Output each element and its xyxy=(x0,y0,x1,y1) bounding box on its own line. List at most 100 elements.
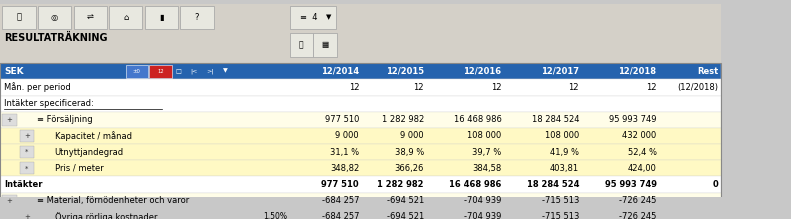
FancyBboxPatch shape xyxy=(290,33,313,57)
Text: 432 000: 432 000 xyxy=(623,131,657,140)
Text: ▼: ▼ xyxy=(223,69,228,74)
Text: -704 939: -704 939 xyxy=(464,196,501,205)
FancyBboxPatch shape xyxy=(20,146,34,158)
FancyBboxPatch shape xyxy=(255,210,296,219)
Text: 108 000: 108 000 xyxy=(545,131,579,140)
Text: 12: 12 xyxy=(157,69,164,74)
FancyBboxPatch shape xyxy=(149,65,172,78)
Text: 0: 0 xyxy=(713,180,718,189)
Text: 12: 12 xyxy=(569,83,579,92)
Text: 384,58: 384,58 xyxy=(472,164,501,173)
Text: Intäkter: Intäkter xyxy=(4,180,43,189)
Text: +: + xyxy=(6,198,13,204)
FancyBboxPatch shape xyxy=(0,128,721,144)
Text: 39,7 %: 39,7 % xyxy=(472,148,501,157)
Text: ?: ? xyxy=(195,13,199,22)
FancyBboxPatch shape xyxy=(0,209,721,219)
Text: +: + xyxy=(6,117,13,123)
Text: >|: >| xyxy=(206,69,214,74)
FancyBboxPatch shape xyxy=(0,4,721,63)
Text: 🎞: 🎞 xyxy=(299,40,304,49)
Text: 12/2015: 12/2015 xyxy=(386,67,424,76)
Text: ⎙: ⎙ xyxy=(17,13,21,22)
Text: 1,50%: 1,50% xyxy=(263,212,287,219)
Text: 348,82: 348,82 xyxy=(330,164,359,173)
FancyBboxPatch shape xyxy=(145,5,178,29)
Text: ≡ Försäljning: ≡ Försäljning xyxy=(37,115,93,124)
Text: -715 513: -715 513 xyxy=(542,196,579,205)
Text: 12: 12 xyxy=(491,83,501,92)
Text: ◎: ◎ xyxy=(51,13,59,22)
Text: ▦: ▦ xyxy=(321,40,329,49)
Text: 12/2014: 12/2014 xyxy=(321,67,359,76)
FancyBboxPatch shape xyxy=(2,5,36,29)
Text: 403,81: 403,81 xyxy=(550,164,579,173)
Text: 52,4 %: 52,4 % xyxy=(627,148,657,157)
Text: 108 000: 108 000 xyxy=(467,131,501,140)
Text: 95 993 749: 95 993 749 xyxy=(604,180,657,189)
FancyBboxPatch shape xyxy=(313,33,337,57)
Text: Intäkter specificerad:: Intäkter specificerad: xyxy=(4,99,93,108)
Text: 1 282 982: 1 282 982 xyxy=(377,180,424,189)
Text: Pris / meter: Pris / meter xyxy=(55,164,104,173)
Text: 31,1 %: 31,1 % xyxy=(330,148,359,157)
FancyBboxPatch shape xyxy=(290,5,336,29)
Text: 424,00: 424,00 xyxy=(627,164,657,173)
Text: 9 000: 9 000 xyxy=(335,131,359,140)
Text: ±0: ±0 xyxy=(133,69,141,74)
Text: ≡ Material, förnödenheter och varor: ≡ Material, förnödenheter och varor xyxy=(37,196,189,205)
FancyBboxPatch shape xyxy=(2,114,17,126)
Text: 38,9 %: 38,9 % xyxy=(395,148,424,157)
FancyBboxPatch shape xyxy=(74,5,107,29)
FancyBboxPatch shape xyxy=(20,211,34,219)
Text: 1 282 982: 1 282 982 xyxy=(382,115,424,124)
Text: (12/2018): (12/2018) xyxy=(677,83,718,92)
Text: *: * xyxy=(25,165,28,171)
Text: 12/2017: 12/2017 xyxy=(541,67,579,76)
FancyBboxPatch shape xyxy=(0,193,721,209)
Text: 12: 12 xyxy=(646,83,657,92)
Text: ⇌: ⇌ xyxy=(87,13,93,22)
Text: Kapacitet / månad: Kapacitet / månad xyxy=(55,131,131,141)
Text: 12/2016: 12/2016 xyxy=(464,67,501,76)
Text: ▼: ▼ xyxy=(327,14,331,20)
Text: -694 521: -694 521 xyxy=(387,196,424,205)
Text: 977 510: 977 510 xyxy=(321,180,359,189)
Text: □: □ xyxy=(175,69,181,74)
Text: -726 245: -726 245 xyxy=(619,196,657,205)
Text: -694 521: -694 521 xyxy=(387,212,424,219)
Text: 18 284 524: 18 284 524 xyxy=(532,115,579,124)
Text: *: * xyxy=(25,149,28,155)
FancyBboxPatch shape xyxy=(20,162,34,174)
Text: +: + xyxy=(24,214,30,219)
FancyBboxPatch shape xyxy=(109,5,142,29)
Text: -715 513: -715 513 xyxy=(542,212,579,219)
Text: +: + xyxy=(24,133,30,139)
Text: |<: |< xyxy=(190,69,198,74)
Text: SEK: SEK xyxy=(4,67,24,76)
Text: ▮: ▮ xyxy=(159,13,164,22)
Text: 16 468 986: 16 468 986 xyxy=(449,180,501,189)
FancyBboxPatch shape xyxy=(0,95,721,112)
Text: Övriga rörliga kostnader: Övriga rörliga kostnader xyxy=(55,212,157,219)
Text: ≡  4: ≡ 4 xyxy=(300,13,317,22)
Text: 41,9 %: 41,9 % xyxy=(550,148,579,157)
Text: -726 245: -726 245 xyxy=(619,212,657,219)
FancyBboxPatch shape xyxy=(0,177,721,193)
FancyBboxPatch shape xyxy=(20,130,34,142)
Text: ⌂: ⌂ xyxy=(123,13,128,22)
Text: 12: 12 xyxy=(349,83,359,92)
FancyBboxPatch shape xyxy=(180,5,214,29)
FancyBboxPatch shape xyxy=(0,112,721,128)
Text: Rest: Rest xyxy=(697,67,718,76)
Text: RESULTATRÄKNING: RESULTATRÄKNING xyxy=(4,33,108,43)
Text: Mån. per period: Mån. per period xyxy=(4,83,70,92)
Text: 366,26: 366,26 xyxy=(395,164,424,173)
Text: -684 257: -684 257 xyxy=(322,196,359,205)
Text: -704 939: -704 939 xyxy=(464,212,501,219)
Text: 16 468 986: 16 468 986 xyxy=(453,115,501,124)
FancyBboxPatch shape xyxy=(126,65,148,78)
FancyBboxPatch shape xyxy=(0,63,721,79)
FancyBboxPatch shape xyxy=(0,144,721,160)
FancyBboxPatch shape xyxy=(0,160,721,177)
